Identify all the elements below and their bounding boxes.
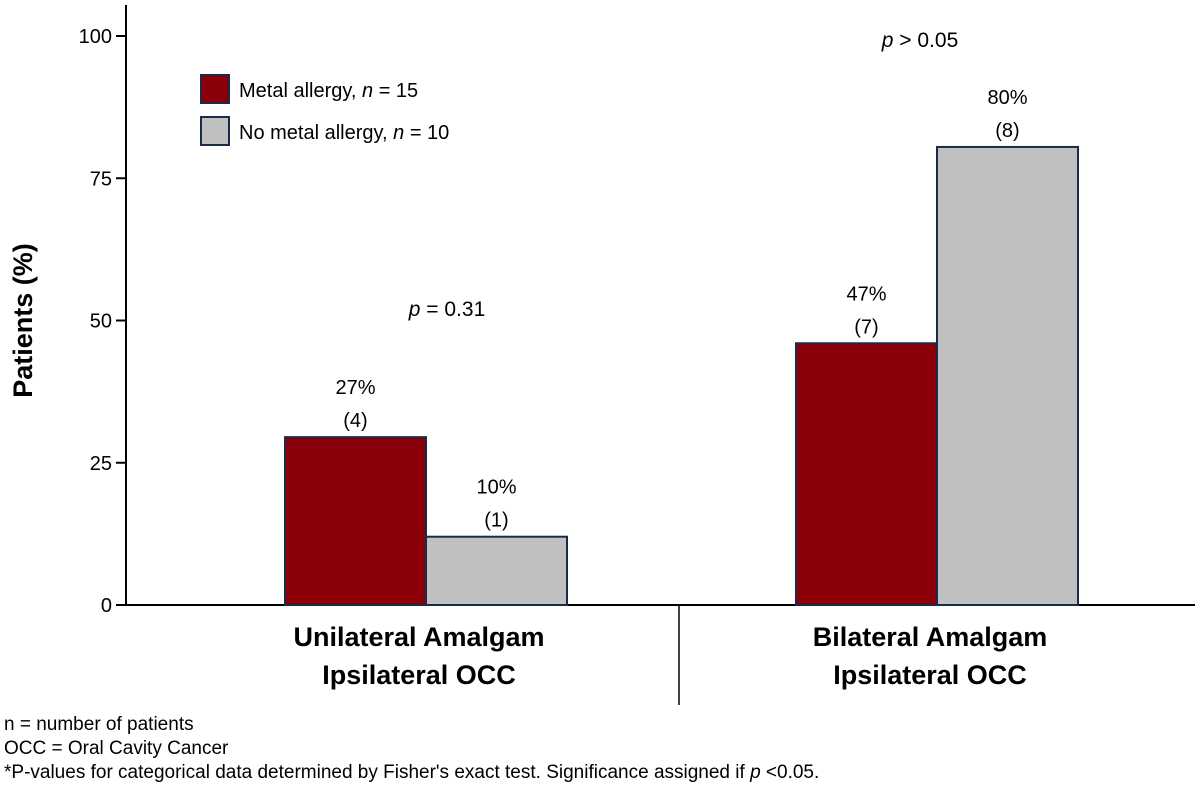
- p-value-annotation-1: p > 0.05: [881, 29, 959, 52]
- bar-series-0-cat-1: [795, 342, 938, 606]
- data-label-pct-series-0-cat-1: 47%: [846, 283, 886, 305]
- legend-n-var: n: [393, 122, 404, 144]
- data-label-count-series-0-cat-1: (7): [854, 316, 878, 338]
- legend-n-value: = 10: [404, 122, 449, 144]
- y-tick-label-50: 50: [90, 311, 112, 333]
- legend-n-var: n: [362, 80, 373, 102]
- category-label-1-line-1: Ipsilateral OCC: [833, 660, 1027, 690]
- footnote-p-threshold: <0.05.: [760, 762, 820, 783]
- data-label-count-series-1-cat-0: (1): [484, 510, 508, 532]
- bar-chart: 0 25 50 75 100 Patients (%) 27% (4) 47% (7) 10% (1)…: [8, 5, 1195, 705]
- footnote-occ-definition: OCC = Oral Cavity Cancer: [4, 738, 229, 759]
- category-label-0-line-0: Unilateral Amalgam: [293, 622, 544, 652]
- category-label-1-line-0: Bilateral Amalgam: [813, 622, 1048, 652]
- p-value-annotation-0: p = 0.31: [408, 298, 486, 321]
- legend-label-0: Metal allergy, n = 15: [239, 80, 418, 102]
- y-axis-label: Patients (%): [8, 243, 38, 398]
- bar-series-1-cat-0: [425, 535, 568, 606]
- y-tick-label-0: 0: [101, 595, 112, 617]
- bar-series-0-cat-0: [284, 436, 427, 606]
- p-var: p: [408, 298, 421, 321]
- data-label-pct-series-0-cat-0: 27%: [335, 377, 375, 399]
- legend-swatch-1: [200, 116, 230, 146]
- bar-series-1-cat-1: [936, 145, 1079, 607]
- footnotes: n = number of patients OCC = Oral Cavity…: [4, 713, 819, 785]
- footnote-p-values-text: *P-values for categorical data determine…: [4, 762, 751, 783]
- footnote-n-definition: n = number of patients: [4, 714, 194, 735]
- y-tick-label-100: 100: [79, 26, 112, 48]
- data-label-count-series-0-cat-0: (4): [343, 410, 367, 432]
- p-value-text: = 0.31: [420, 298, 485, 321]
- legend-name: Metal allergy,: [239, 80, 362, 102]
- footnote-p-var: p: [750, 762, 761, 783]
- p-var: p: [881, 29, 894, 52]
- legend-name: No metal allergy,: [239, 122, 393, 144]
- legend-n-value: = 15: [373, 80, 418, 102]
- legend-label-1: No metal allergy, n = 10: [239, 122, 449, 144]
- p-value-text: > 0.05: [893, 29, 958, 52]
- data-label-pct-series-1-cat-0: 10%: [476, 477, 516, 499]
- category-label-0-line-1: Ipsilateral OCC: [322, 660, 516, 690]
- footnote-p-values: *P-values for categorical data determine…: [4, 761, 819, 785]
- y-tick-label-75: 75: [90, 168, 112, 190]
- legend-swatch-0: [200, 74, 230, 104]
- data-label-pct-series-1-cat-1: 80%: [987, 87, 1027, 109]
- data-label-count-series-1-cat-1: (8): [995, 120, 1019, 142]
- y-tick-label-25: 25: [90, 453, 112, 475]
